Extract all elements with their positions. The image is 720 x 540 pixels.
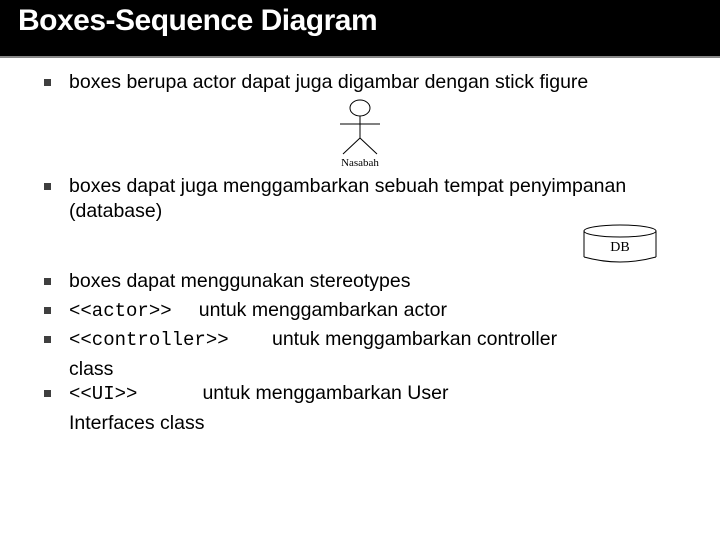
bullet-icon: [44, 307, 51, 314]
database-diagram: DB: [30, 223, 690, 267]
content-area: boxes berupa actor dapat juga digambar d…: [0, 58, 720, 436]
bullet-item: boxes dapat menggunakan stereotypes: [30, 269, 690, 293]
bullet-text: <<UI>> untuk menggambarkan User: [69, 381, 448, 407]
database-icon: DB: [580, 223, 660, 267]
database-label: DB: [610, 240, 629, 255]
stereotype-code: <<UI>>: [69, 383, 137, 405]
bullet-item: <<actor>> untuk menggambarkan actor: [30, 298, 690, 324]
stereotype-desc: untuk menggambarkan User: [202, 382, 448, 404]
page-title: Boxes-Sequence Diagram: [18, 4, 377, 38]
stereotype-code: <<actor>>: [69, 300, 172, 322]
bullet-icon: [44, 183, 51, 190]
bullet-continuation: Interfaces class: [69, 411, 690, 435]
bullet-icon: [44, 79, 51, 86]
bullet-text: boxes dapat menggunakan stereotypes: [69, 269, 411, 293]
actor-label: Nasabah: [341, 157, 379, 168]
stereotype-desc: untuk menggambarkan controller: [272, 328, 557, 350]
bullet-item: <<UI>> untuk menggambarkan User: [30, 381, 690, 407]
bullet-text: boxes berupa actor dapat juga digambar d…: [69, 70, 588, 94]
stereotype-desc: untuk menggambarkan actor: [199, 299, 447, 321]
bullet-text: <<controller>> untuk menggambarkan contr…: [69, 327, 557, 353]
bullet-icon: [44, 278, 51, 285]
title-bar: Boxes-Sequence Diagram: [0, 0, 720, 58]
bullet-continuation: class: [69, 357, 690, 381]
bullet-icon: [44, 390, 51, 397]
stereotype-code: <<controller>>: [69, 329, 229, 351]
bullet-icon: [44, 336, 51, 343]
actor-icon: Nasabah: [325, 98, 395, 168]
bullet-item: boxes berupa actor dapat juga digambar d…: [30, 70, 690, 94]
bullet-text: boxes dapat juga menggambarkan sebuah te…: [69, 174, 690, 223]
bullet-text: <<actor>> untuk menggambarkan actor: [69, 298, 447, 324]
stick-figure-diagram: Nasabah: [30, 98, 690, 168]
bullet-item: boxes dapat juga menggambarkan sebuah te…: [30, 174, 690, 223]
bullet-item: <<controller>> untuk menggambarkan contr…: [30, 327, 690, 353]
